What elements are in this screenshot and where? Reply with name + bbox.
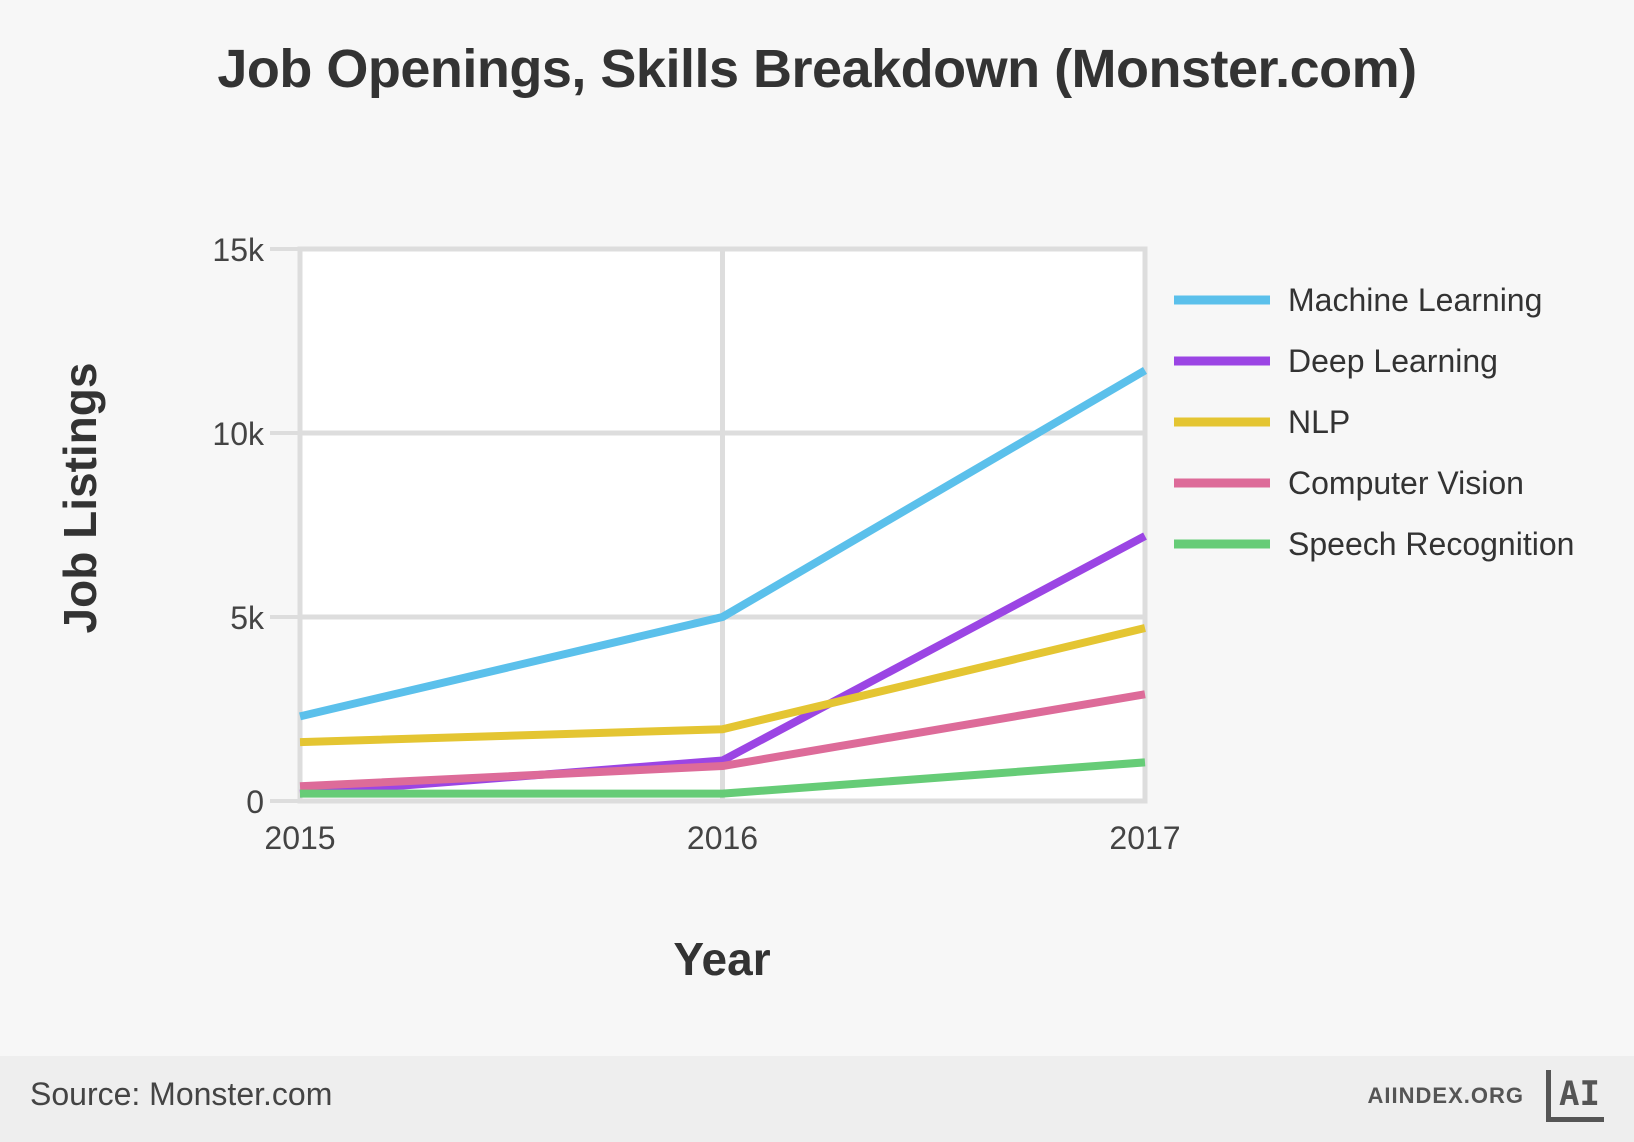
y-axis-label: Job Listings [54, 363, 106, 634]
series-line-speech-recognition [300, 758, 1146, 798]
y-tick-label: 5k [230, 600, 265, 636]
legend: Machine Learning Deep Learning NLP Computer… [1174, 282, 1574, 562]
legend-label: Speech Recognition [1288, 526, 1574, 562]
x-axis-label: Year [673, 933, 770, 985]
legend-label: Machine Learning [1288, 282, 1542, 318]
x-tick-label: 2016 [687, 820, 758, 856]
y-tick-label: 15k [212, 232, 265, 268]
chart-title: Job Openings, Skills Breakdown (Monster.… [217, 39, 1417, 99]
series-lines [299, 366, 1148, 798]
legend-label: Computer Vision [1288, 465, 1524, 501]
ai-index-logo: AI [1546, 1070, 1604, 1122]
grid [270, 246, 1148, 804]
legend-label: Deep Learning [1288, 343, 1498, 379]
line-chart: 0 5k 10k 15k 2015 2016 2017 Machine Learning De… [54, 232, 1574, 985]
x-tick-label: 2015 [264, 820, 335, 856]
y-tick-label: 10k [212, 416, 265, 452]
y-tick-label: 0 [246, 784, 264, 820]
series-line-computer-vision [299, 690, 1146, 791]
footer: Source: Monster.com AIINDEX.ORG AI [0, 1056, 1634, 1142]
series-line-machine-learning [299, 366, 1148, 721]
axis-ticks: 0 5k 10k 15k 2015 2016 2017 [212, 232, 1180, 856]
org-link[interactable]: AIINDEX.ORG [1367, 1083, 1524, 1108]
legend-label: NLP [1288, 404, 1350, 440]
x-tick-label: 2017 [1109, 820, 1180, 856]
series-line-nlp [299, 624, 1146, 747]
source-text: Source: Monster.com [30, 1076, 333, 1112]
logo-text: AI [1559, 1074, 1600, 1114]
